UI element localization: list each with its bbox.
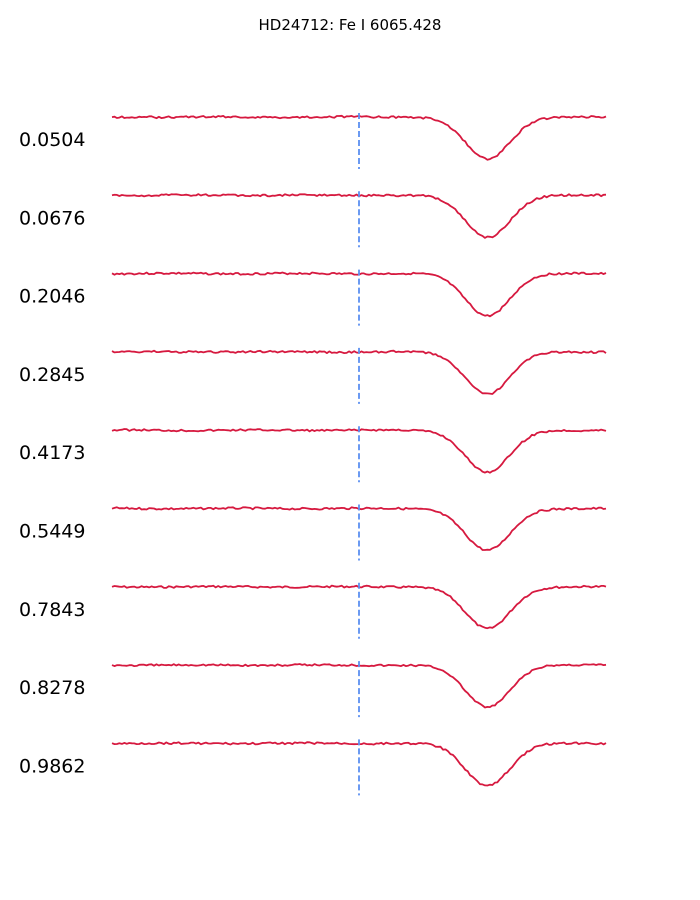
phase-label: 0.2845 bbox=[19, 364, 85, 386]
phase-label: 0.0676 bbox=[19, 207, 85, 229]
phase-label: 0.7843 bbox=[19, 599, 85, 621]
phase-label: 0.5449 bbox=[19, 521, 85, 543]
chart-title: HD24712: Fe I 6065.428 bbox=[259, 16, 442, 34]
phase-label: 0.8278 bbox=[19, 677, 85, 699]
phase-label: 0.2046 bbox=[19, 286, 85, 308]
phase-label: 0.9862 bbox=[19, 755, 85, 777]
spectra-panels: 0.0504 0.0676 0.2046 0.2845 0.4173 0.5449 0.78… bbox=[19, 113, 607, 796]
phase-label: 0.4173 bbox=[19, 442, 85, 464]
phase-label: 0.0504 bbox=[19, 129, 85, 151]
